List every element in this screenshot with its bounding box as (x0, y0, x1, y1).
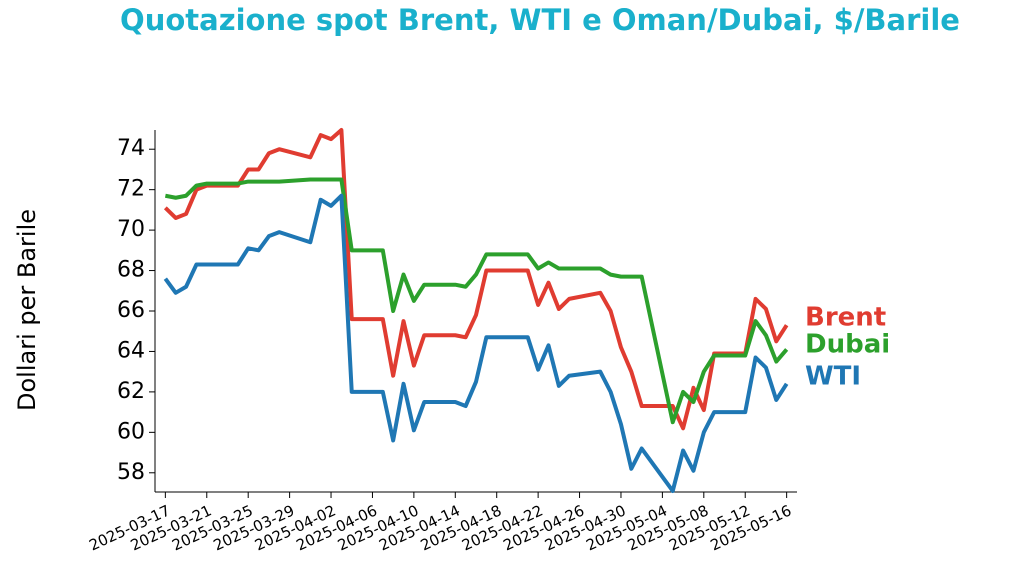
line-series (164, 177, 789, 425)
y-tick-label: 68 (117, 258, 145, 283)
y-tick-label: 72 (117, 177, 145, 202)
y-tick-label: 70 (117, 217, 145, 242)
y-tick-label: 74 (117, 136, 145, 161)
series-label: WTI (805, 362, 861, 392)
y-tick-label: 64 (117, 338, 145, 363)
chart-title: Quotazione spot Brent, WTI e Oman/Dubai,… (120, 3, 960, 37)
y-tick-label: 58 (117, 460, 145, 485)
y-tick-label: 60 (117, 419, 145, 444)
series-label: Brent (805, 303, 886, 333)
y-tick-label: 62 (117, 379, 145, 404)
line-series (163, 193, 789, 493)
y-tick-label: 66 (117, 298, 145, 323)
series-label: Dubai (805, 330, 890, 360)
line-series (163, 128, 789, 431)
y-axis-label: Dollari per Barile (13, 209, 41, 411)
